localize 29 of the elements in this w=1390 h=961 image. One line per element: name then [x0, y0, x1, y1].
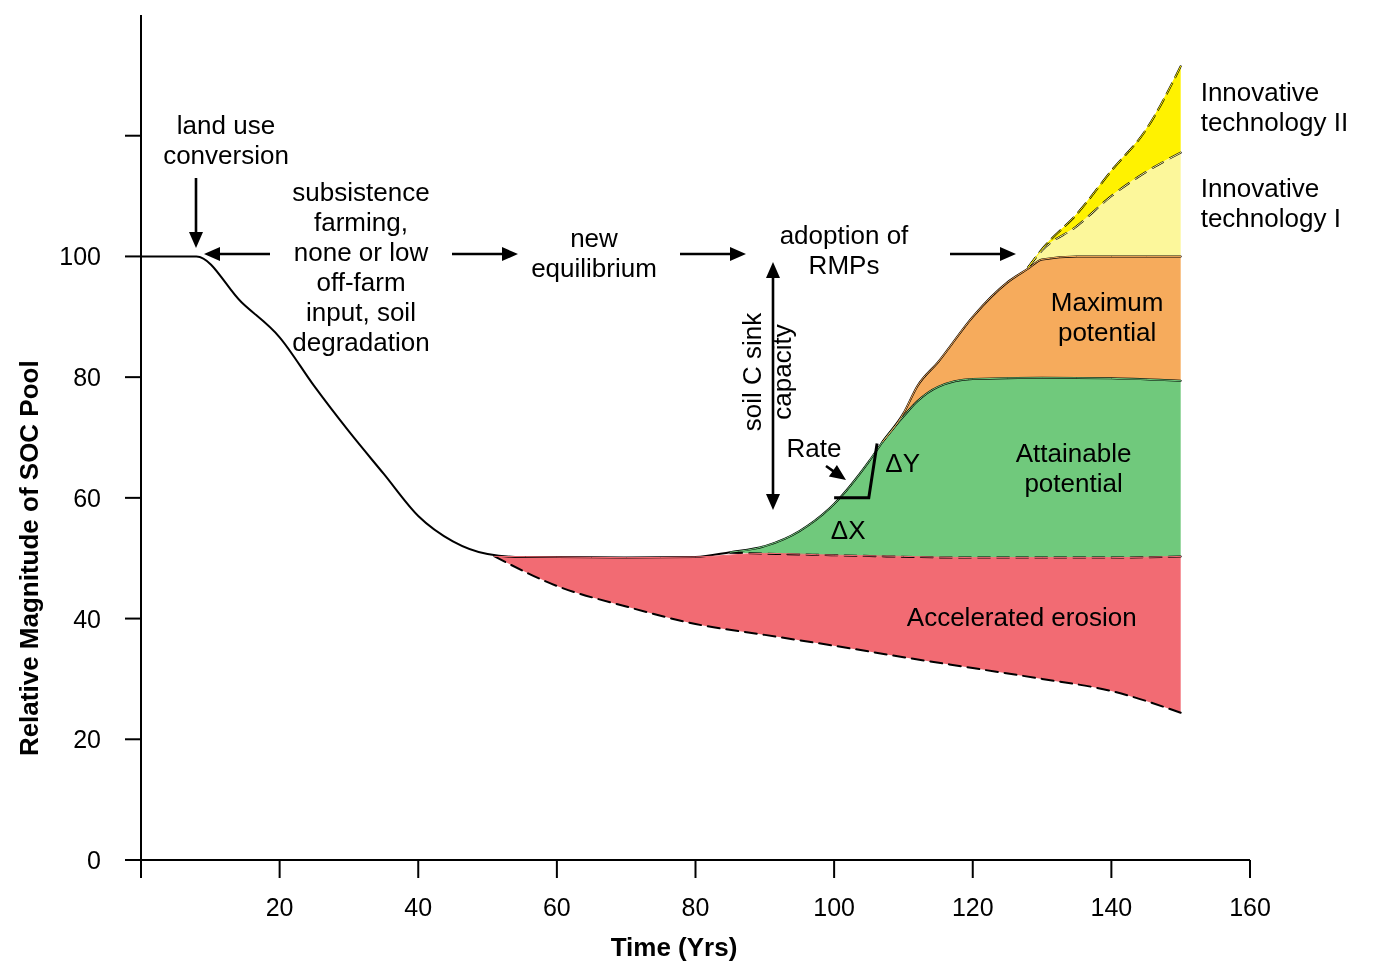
y-tick-label: 20 [73, 725, 101, 754]
y-tick-label: 100 [59, 242, 101, 271]
y-tick-label: 60 [73, 483, 101, 512]
annotation: soil C sink capacity [737, 311, 797, 432]
x-tick-label: 100 [813, 893, 855, 921]
x-tick-label: 120 [951, 893, 994, 921]
annotation: ΔY [885, 447, 920, 478]
y-tick-label: 40 [73, 604, 101, 633]
x-tick-label: 20 [265, 893, 294, 921]
x-tick-label: 60 [542, 893, 571, 921]
series-label: Accelerated erosion [906, 602, 1137, 633]
annotation: subsistence farming, none or low off-farm input, soil degradation [292, 177, 430, 357]
text: Attainable potential [1015, 437, 1132, 498]
y-tick-label: 80 [73, 363, 101, 392]
annotation: adoption of RMPs [779, 220, 910, 280]
y-tick-label: 0 [87, 846, 101, 874]
x-tick-label: 140 [1090, 893, 1133, 921]
series-label: Maximum potential [1050, 287, 1164, 348]
y-axis-title: Relative Magnitude of SOC Pool [14, 360, 44, 757]
annotation: ΔX [830, 514, 866, 545]
series-label: Innovative technology I [1200, 172, 1341, 233]
x-tick-label: 80 [681, 893, 710, 921]
x-axis-title: Time (Yrs) [610, 932, 738, 961]
annotation: Rate [786, 433, 842, 463]
annotation: land use conversion [163, 110, 289, 170]
x-tick-label: 40 [404, 893, 433, 921]
series-label: Innovative technology II [1200, 77, 1349, 138]
annotation: new equilibrium [531, 223, 657, 283]
x-tick-label: 160 [1229, 893, 1271, 921]
